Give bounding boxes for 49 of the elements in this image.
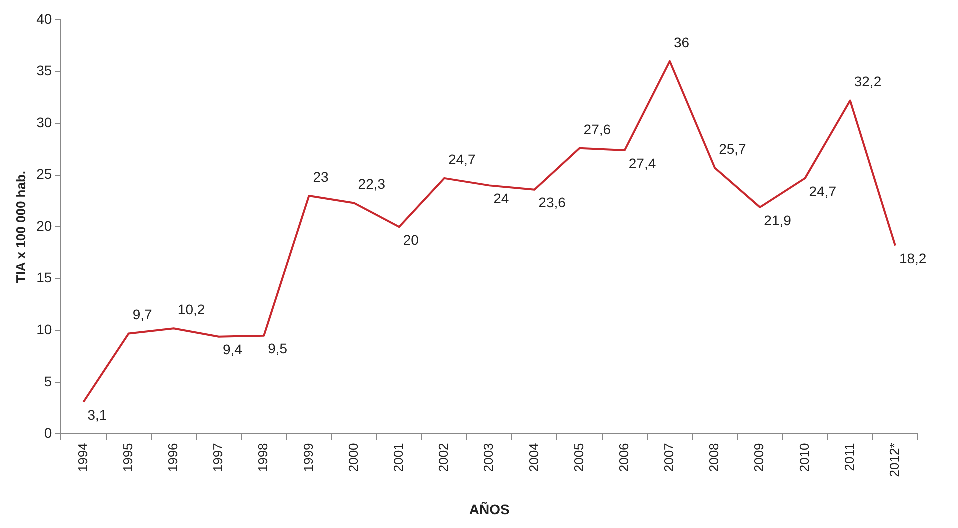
data-label: 32,2	[854, 74, 882, 90]
x-tick-label: 1995	[120, 443, 136, 472]
x-tick-label: 2008	[706, 443, 722, 472]
data-label: 24,7	[809, 183, 837, 200]
x-tick-label: 1997	[210, 443, 226, 472]
x-tick-label: 2003	[481, 443, 496, 472]
y-tick-label: 0	[44, 425, 52, 442]
x-tick-label: 2001	[390, 443, 406, 472]
data-label: 9,4	[223, 342, 243, 358]
x-tick-label: 2005	[571, 443, 586, 472]
data-label: 36	[674, 34, 690, 50]
data-label: 27,6	[584, 121, 612, 138]
data-label: 3,1	[88, 406, 108, 423]
data-label: 9,5	[268, 340, 288, 357]
data-label: 23,6	[538, 194, 566, 211]
y-tick-label: 30	[36, 114, 52, 130]
y-tick-label: 15	[36, 270, 52, 286]
y-tick-label: 25	[36, 166, 52, 182]
x-tick-label: 1994	[75, 443, 90, 472]
y-tick-label: 35	[36, 62, 52, 79]
x-tick-label: 2010	[796, 443, 812, 472]
x-tick-label: 2009	[752, 443, 767, 472]
data-label: 22,3	[358, 176, 386, 192]
y-tick-label: 10	[36, 322, 52, 338]
x-tick-label: 2011	[842, 443, 857, 472]
data-label: 27,4	[628, 155, 656, 172]
x-tick-label: 2002	[436, 443, 452, 472]
y-tick-label: 5	[44, 373, 52, 390]
data-label: 18,2	[899, 250, 927, 267]
y-tick-label: 20	[36, 218, 52, 234]
y-axis-title: TIA x 100 000 hab.	[13, 170, 28, 284]
x-tick-label: 1999	[300, 443, 316, 472]
data-label: 24	[494, 190, 510, 207]
x-tick-label: 2004	[526, 443, 542, 472]
data-label: 23	[313, 168, 329, 185]
x-tick-label: 1996	[165, 443, 180, 472]
data-label: 9,7	[132, 306, 152, 323]
x-axis-title: AÑOS	[469, 501, 510, 518]
data-label: 25,7	[719, 140, 747, 157]
x-tick-label: 2007	[662, 443, 677, 472]
x-tick-label: 2000	[346, 443, 361, 472]
data-label: 20	[403, 232, 420, 248]
data-label: 10,2	[178, 301, 206, 318]
data-label: 24,7	[448, 151, 476, 168]
data-label: 21,9	[764, 212, 792, 228]
x-tick-label: 2006	[616, 443, 632, 472]
x-tick-label: 1998	[256, 443, 271, 472]
y-tick-label: 40	[36, 10, 52, 27]
x-tick-label: 2012*	[887, 443, 902, 478]
